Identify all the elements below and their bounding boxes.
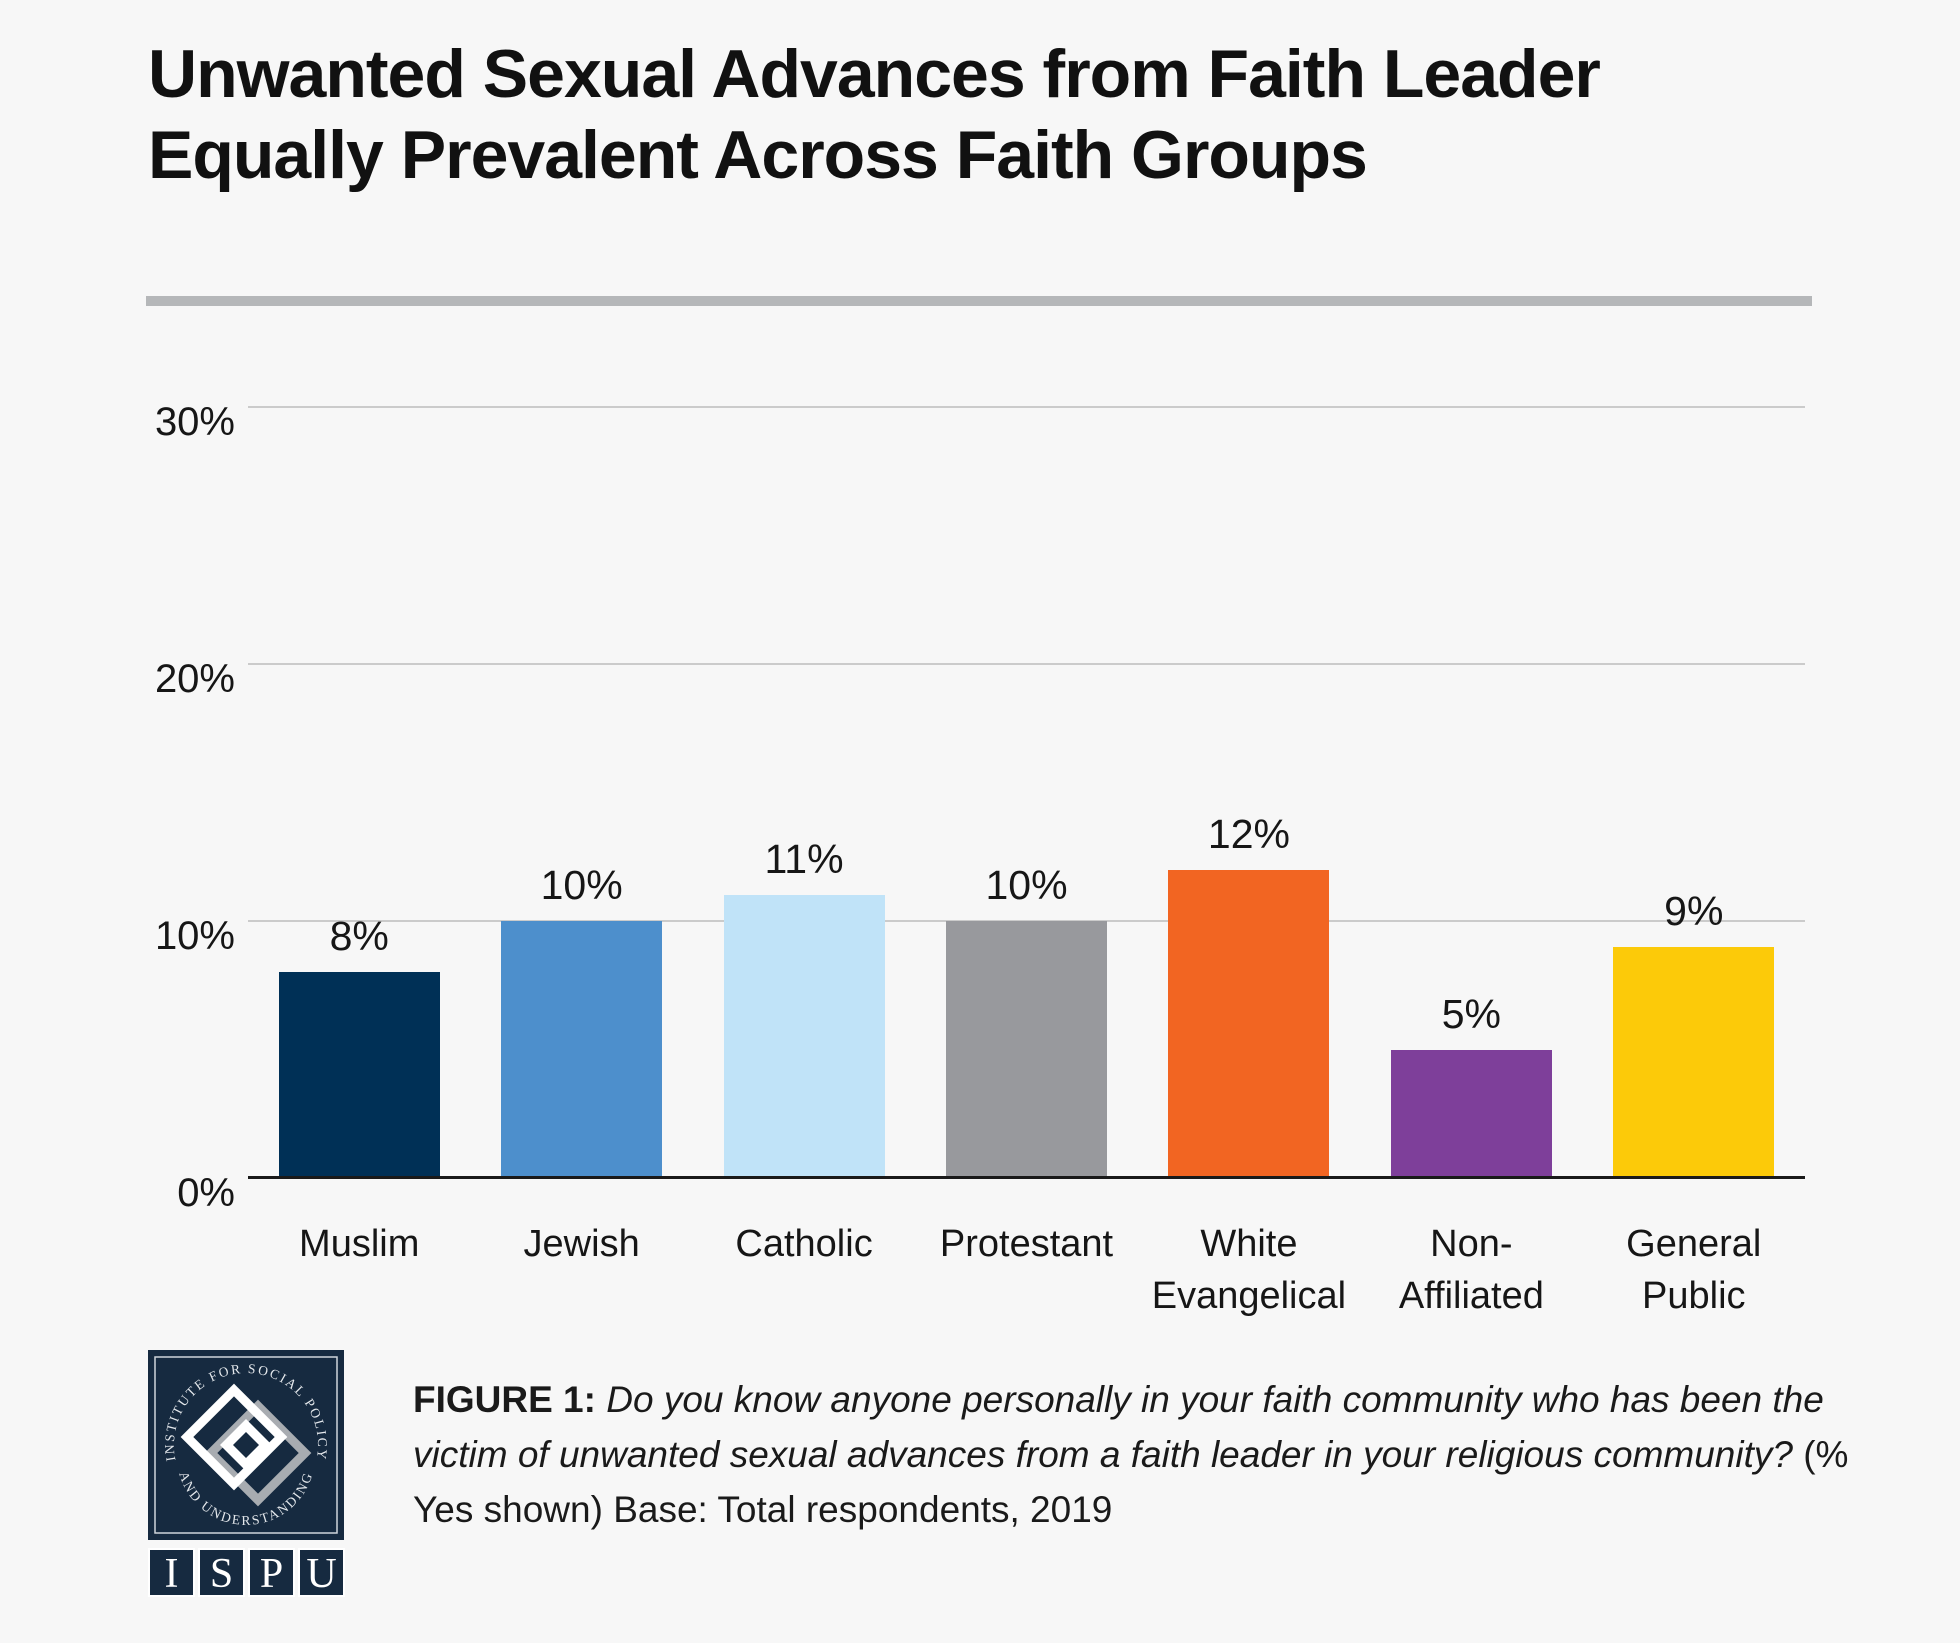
logo-letter-boxes: I S P U (148, 1548, 345, 1597)
caption-question: Do you know anyone personally in your fa… (413, 1379, 1824, 1475)
category-label-general-public: General Public (1626, 1223, 1762, 1317)
value-label-white-evangelical: 12% (1207, 810, 1290, 857)
category-label-jewish: Jewish (523, 1223, 640, 1265)
chart-title: Unwanted Sexual Advances from Faith Lead… (148, 34, 1601, 196)
value-label-muslim: 8% (329, 913, 389, 960)
bar-catholic (723, 895, 885, 1178)
category-label-catholic: Catholic (735, 1223, 873, 1265)
caption-figure-label: FIGURE 1: (413, 1379, 596, 1420)
figure-caption: FIGURE 1: Do you know anyone personally … (413, 1372, 1850, 1537)
bar-white-evangelical (1168, 869, 1330, 1178)
caption-base-note: (% Yes shown) Base: Total respondents, 2… (413, 1434, 1849, 1530)
value-label-non-affiliated: 5% (1441, 990, 1501, 1037)
bar-protestant (946, 921, 1107, 1178)
logo-diamond-mark (180, 1383, 312, 1507)
value-label-jewish: 10% (540, 862, 623, 908)
y-tick-label-10: 10% (154, 914, 235, 958)
y-tick-label-0: 0% (177, 1171, 235, 1215)
bar-jewish (501, 921, 663, 1178)
category-label-protestant: Protestant (939, 1223, 1114, 1265)
logo-letter-u: U (306, 1551, 336, 1597)
gridline-20 (248, 663, 1805, 665)
bar-non-affiliated (1390, 1049, 1552, 1178)
logo-letter-s: S (210, 1551, 233, 1597)
category-label-non-affiliated: Non- Affiliated (1398, 1223, 1544, 1317)
logo-letter-i: I (165, 1551, 179, 1597)
y-tick-label-30: 30% (154, 400, 235, 444)
bar-muslim (278, 972, 440, 1178)
chart-title-line2: Equally Prevalent Across Faith Groups (148, 117, 1368, 193)
value-label-catholic: 11% (764, 836, 844, 883)
category-label-muslim: Muslim (299, 1223, 420, 1265)
bar-general-public (1613, 946, 1775, 1178)
chart-title-line1: Unwanted Sexual Advances from Faith Lead… (148, 36, 1601, 112)
value-label-protestant: 10% (985, 862, 1068, 908)
ispu-logo: INSTITUTE FOR SOCIAL POLICY AND UNDERSTA… (148, 1350, 345, 1597)
value-label-general-public: 9% (1664, 887, 1724, 934)
y-tick-label-20: 20% (154, 657, 235, 701)
bar-chart: 0% 10% 20% 30% 8% Muslim 10% Jewish 11% Catholic 1… (155, 278, 1805, 1317)
category-label-white-evangelical: White Evangelical (1151, 1223, 1347, 1317)
title-divider (146, 296, 1812, 306)
logo-letter-p: P (260, 1551, 283, 1597)
logo-inner-border (154, 1356, 338, 1534)
x-axis-line (248, 1176, 1805, 1179)
gridline-30 (248, 406, 1805, 408)
